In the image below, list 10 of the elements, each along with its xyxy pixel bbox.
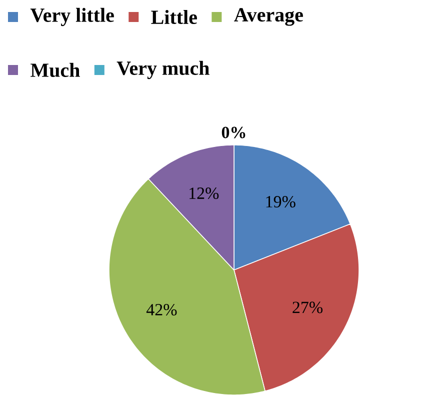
data-label: 12% bbox=[190, 188, 219, 200]
legend-label: Very little bbox=[30, 8, 114, 26]
legend-label: Much bbox=[30, 62, 80, 78]
data-label: 27% bbox=[292, 302, 323, 314]
data-label: 19% bbox=[266, 196, 296, 208]
legend-label: Average bbox=[234, 8, 303, 26]
text: 0% bbox=[222, 126, 246, 138]
data-label: 42% bbox=[146, 304, 177, 316]
legend-label: Very much bbox=[116, 60, 210, 80]
legend-label: Little bbox=[151, 10, 197, 24]
